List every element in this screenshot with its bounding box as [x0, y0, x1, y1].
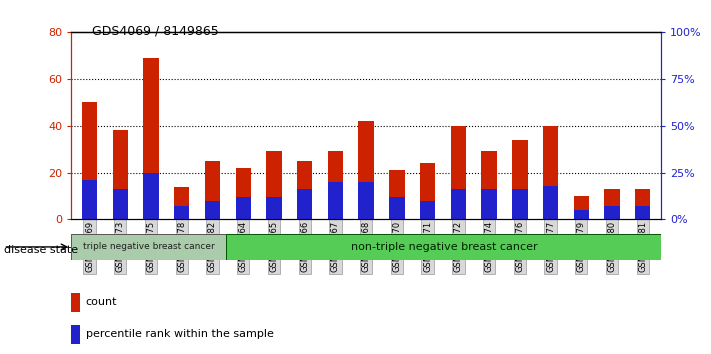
Text: disease state: disease state — [4, 245, 77, 255]
Bar — [174, 206, 189, 219]
Bar — [267, 197, 282, 219]
Bar — [82, 180, 97, 219]
Bar — [297, 189, 312, 219]
Bar — [420, 163, 435, 219]
Bar — [144, 58, 159, 219]
Bar — [205, 201, 220, 219]
Bar — [71, 293, 80, 312]
Bar — [144, 172, 159, 219]
Text: count: count — [86, 297, 117, 307]
Bar — [71, 325, 80, 344]
Text: triple negative breast cancer: triple negative breast cancer — [83, 242, 215, 251]
Bar — [481, 189, 497, 219]
Bar — [71, 234, 226, 260]
Bar — [512, 140, 528, 219]
Bar — [358, 121, 374, 219]
Bar — [82, 102, 97, 219]
Bar — [267, 152, 282, 219]
Bar — [543, 126, 558, 219]
Bar — [389, 170, 405, 219]
Bar — [328, 152, 343, 219]
Bar — [358, 182, 374, 219]
Bar — [604, 206, 620, 219]
Bar — [235, 197, 251, 219]
Bar — [543, 186, 558, 219]
Bar — [604, 189, 620, 219]
Text: percentile rank within the sample: percentile rank within the sample — [86, 329, 274, 339]
Bar — [420, 201, 435, 219]
Bar — [574, 210, 589, 219]
Bar — [451, 189, 466, 219]
Bar — [512, 189, 528, 219]
Bar — [481, 152, 497, 219]
Bar — [112, 130, 128, 219]
Text: non-triple negative breast cancer: non-triple negative breast cancer — [351, 242, 537, 252]
Bar — [328, 182, 343, 219]
Bar — [635, 189, 651, 219]
Bar — [235, 168, 251, 219]
Bar — [226, 234, 661, 260]
Bar — [297, 161, 312, 219]
Bar — [389, 197, 405, 219]
Bar — [635, 206, 651, 219]
Text: GDS4069 / 8149865: GDS4069 / 8149865 — [92, 25, 219, 38]
Bar — [205, 161, 220, 219]
Bar — [451, 126, 466, 219]
Bar — [112, 189, 128, 219]
Bar — [574, 196, 589, 219]
Bar — [174, 187, 189, 219]
